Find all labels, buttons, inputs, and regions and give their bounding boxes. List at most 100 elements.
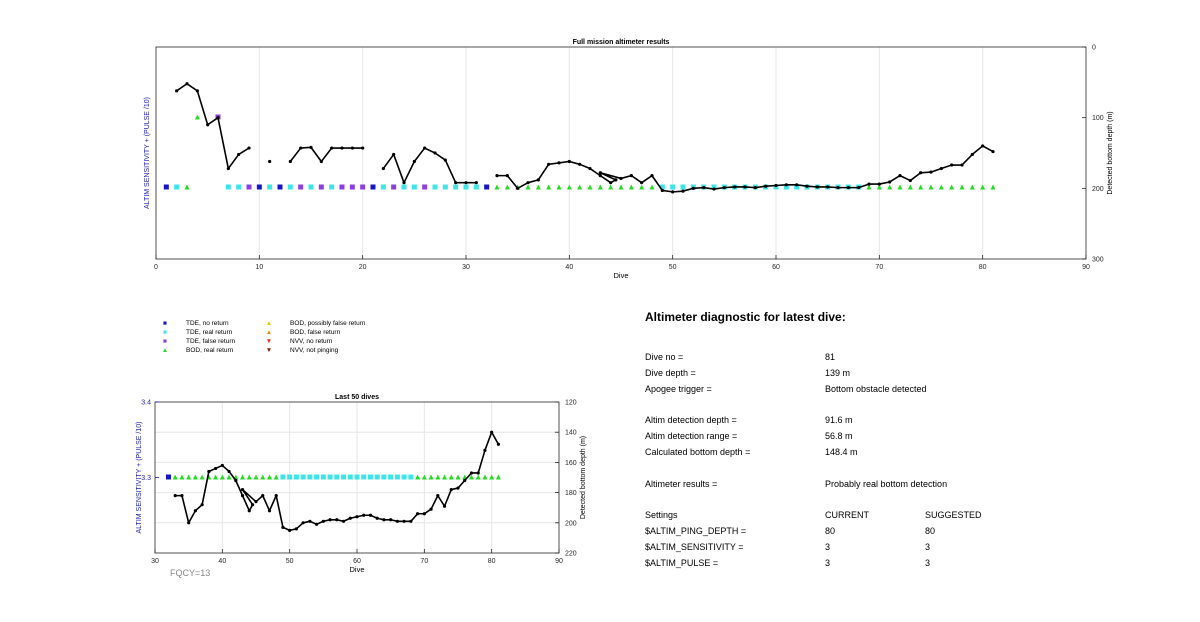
- depth-point-dive-36: [526, 181, 530, 185]
- marker-dive-55: [320, 474, 326, 480]
- marker-dive-69: [415, 474, 421, 480]
- marker-dive-19: [349, 184, 355, 190]
- marker-dive-63: [374, 474, 380, 480]
- depth-point-dive-13: [288, 159, 292, 164]
- marker-dive-49: [280, 474, 286, 480]
- depth-point-dive-76: [939, 166, 943, 171]
- marker-dive-70: [876, 184, 882, 190]
- depth-point-dive-58: [341, 519, 346, 523]
- depth-point-dive-77: [469, 471, 474, 475]
- depth-point-dive-62: [368, 513, 373, 517]
- depth-point-dive-58: [753, 186, 757, 190]
- marker-dive-34: [504, 184, 510, 190]
- depth-point-dive-30: [464, 181, 468, 185]
- depth-point-dive-71: [888, 180, 892, 184]
- marker-dive-66: [394, 474, 400, 480]
- depth-point-dive-37: [200, 503, 204, 507]
- marker-dive-72: [435, 474, 441, 480]
- settings-row-col2: 3: [825, 542, 831, 552]
- depth-point-dive-53: [702, 186, 706, 190]
- right-y-tick-label: 120: [565, 400, 577, 407]
- depth-point-dive-60: [355, 515, 359, 519]
- legend-label: TDE, real return: [186, 329, 233, 336]
- marker-dive-38: [546, 184, 552, 190]
- settings-row-col2: 80: [825, 526, 836, 536]
- marker-dive-61: [783, 184, 789, 190]
- depth-point-dive-28: [443, 158, 447, 162]
- legend-symbol-triangle-down: ▼: [265, 338, 273, 345]
- depth-point-dive-61: [362, 513, 366, 517]
- x-tick-label: 30: [151, 558, 159, 565]
- marker-dive-13: [287, 184, 293, 190]
- depth-point-dive-35: [516, 186, 520, 190]
- settings-header-col2: CURRENT: [825, 510, 869, 520]
- marker-dive-34: [179, 474, 185, 480]
- left-y-tick-label: 3.3: [141, 475, 151, 482]
- right-y-tick-label: 180: [565, 490, 577, 497]
- depth-point-dive-61: [784, 183, 788, 187]
- marker-dive-32: [484, 184, 490, 190]
- depth-point-dive-72: [898, 174, 902, 178]
- marker-dive-44: [608, 184, 614, 190]
- depth-point-dive-47: [267, 509, 272, 513]
- depth-point-dive-46: [629, 174, 633, 178]
- depth-point-dive-15: [309, 145, 313, 149]
- settings-header-col3: SUGGESTED: [925, 510, 982, 520]
- depth-point-dive-33: [495, 174, 499, 178]
- x-tick-label: 90: [555, 558, 563, 565]
- marker-dive-68: [408, 474, 414, 480]
- marker-dive-20: [360, 184, 366, 190]
- diagnostic-row-col2: 81: [825, 352, 836, 362]
- depth-point-dive-54: [315, 522, 319, 526]
- depth-point-dive-41: [578, 162, 582, 166]
- marker-dive-64: [381, 474, 387, 480]
- marker-dive-79: [969, 184, 975, 190]
- x-tick-label: 40: [565, 264, 573, 271]
- settings-row-col2: 3: [825, 558, 831, 568]
- marker-dive-16: [318, 184, 324, 190]
- legend-label: NVV, no return: [290, 338, 333, 345]
- marker-dive-65: [388, 474, 394, 480]
- depth-point-dive-62: [795, 183, 799, 187]
- depth-point-dive-80: [981, 144, 985, 148]
- depth-point-dive-25: [412, 159, 416, 164]
- depth-point-dive-60: [774, 183, 778, 188]
- marker-dive-54: [711, 184, 717, 190]
- marker-dive-50: [287, 474, 293, 480]
- right-y-tick-label: 0: [1092, 45, 1096, 52]
- depth-point-dive-43: [598, 174, 602, 178]
- depth-point-dive-5: [206, 123, 210, 127]
- depth-point-dive-73: [908, 178, 912, 183]
- marker-dive-29: [453, 184, 459, 190]
- depth-point-dive-42: [234, 478, 238, 483]
- depth-point-dive-78: [960, 163, 964, 167]
- depth-point-dive-81: [496, 442, 500, 446]
- diagnostic-row-col1: Dive no =: [645, 352, 684, 362]
- depth-point-dive-9: [247, 146, 251, 150]
- depth-point-dive-44.5: [251, 503, 255, 507]
- depth-point-dive-11: [268, 159, 272, 164]
- diagnostic-row-col1: Altimeter results =: [645, 479, 718, 489]
- marker-dive-40: [219, 474, 225, 480]
- x-tick-label: 40: [218, 558, 226, 565]
- depth-line: [382, 147, 477, 184]
- marker-dive-81: [990, 184, 996, 190]
- depth-point-dive-44: [609, 181, 613, 185]
- left-y-tick-label: 3.4: [141, 400, 151, 407]
- diagnostic-row-col1: Apogee trigger =: [645, 384, 712, 394]
- marker-dive-44: [246, 474, 252, 480]
- depth-line: [175, 431, 500, 532]
- depth-point-dive-45: [619, 176, 623, 181]
- marker-dive-43: [240, 474, 246, 480]
- x-tick-label: 90: [1082, 264, 1090, 271]
- marker-dive-69: [866, 184, 872, 190]
- diagnostic-row-col1: Dive depth =: [645, 368, 696, 378]
- marker-dive-17: [329, 184, 335, 190]
- marker-dive-50: [670, 184, 676, 190]
- legend-symbol-triangle-up: ▲: [265, 320, 273, 327]
- depth-point-dive-38: [547, 162, 551, 166]
- marker-dive-46: [260, 474, 266, 480]
- diagnostic-title: Altimeter diagnostic for latest dive:: [645, 310, 846, 324]
- depth-point-dive-77: [950, 163, 954, 167]
- right-y-tick-label: 200: [565, 520, 577, 527]
